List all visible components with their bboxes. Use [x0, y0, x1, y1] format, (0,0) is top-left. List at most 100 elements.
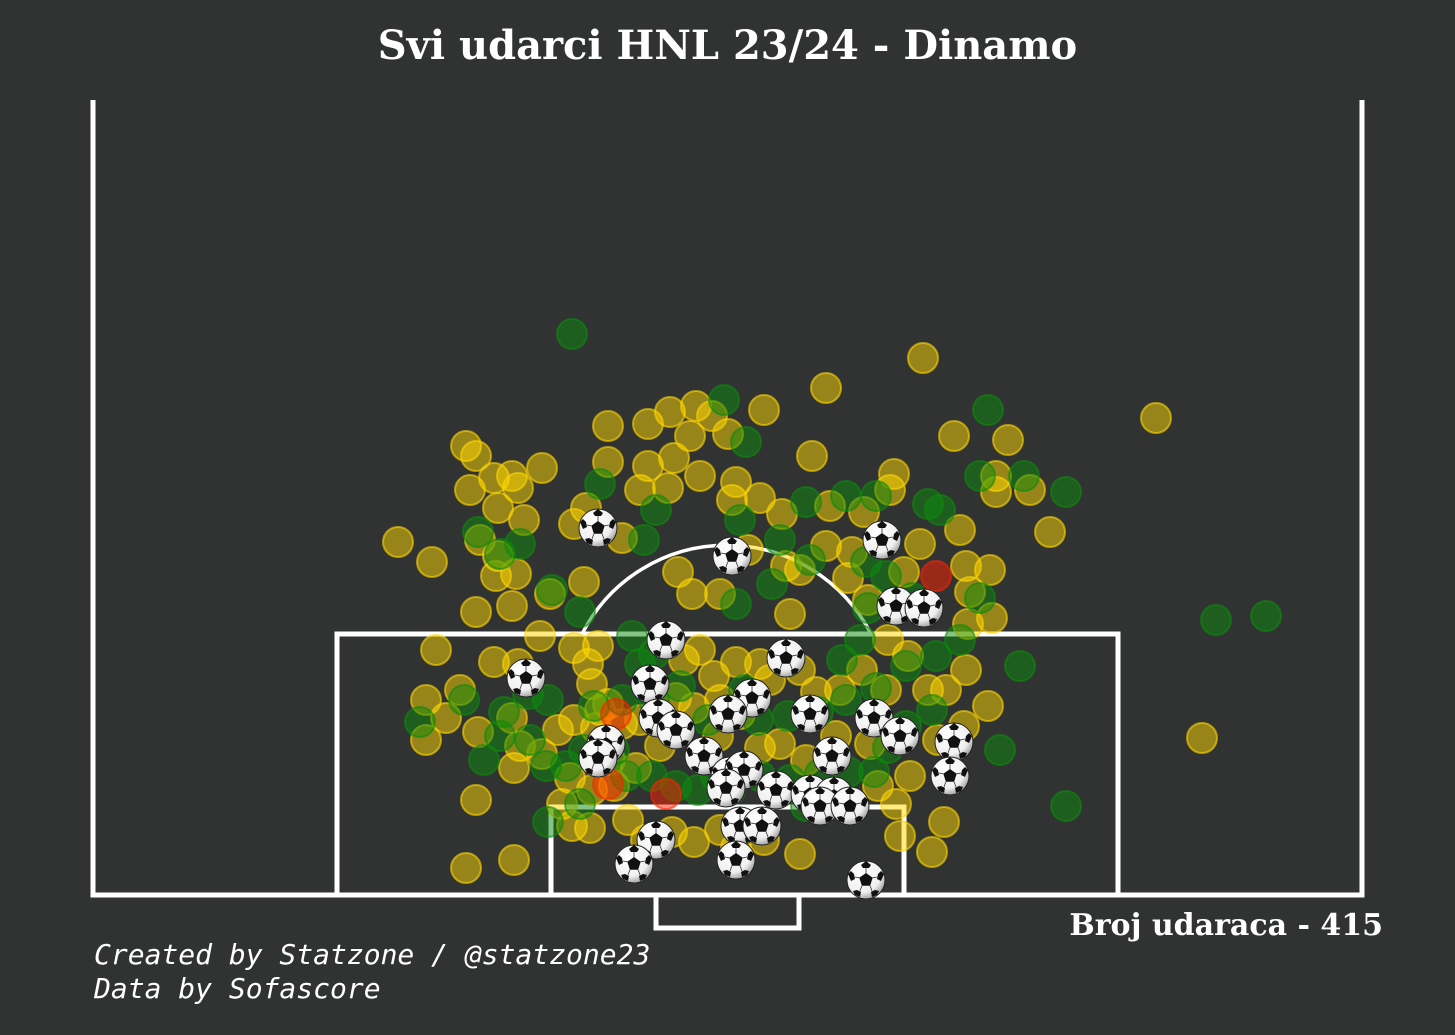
- shot-miss-marker: [944, 514, 976, 546]
- shot-miss-marker: [592, 410, 624, 442]
- shot-miss-marker: [674, 420, 706, 452]
- shot-on-target-marker: [708, 384, 740, 416]
- shot-miss-marker: [582, 630, 614, 662]
- shot-miss-marker: [774, 598, 806, 630]
- shot-goal-marker: [880, 716, 920, 756]
- shot-on-target-marker: [640, 494, 672, 526]
- shot-goal-marker: [708, 694, 748, 734]
- shot-on-target-marker: [944, 624, 976, 656]
- shot-goal-marker: [904, 588, 944, 628]
- shot-on-target-marker: [556, 318, 588, 350]
- shot-miss-marker: [784, 838, 816, 870]
- shot-goal-marker: [934, 722, 974, 762]
- shot-on-target-marker: [1250, 600, 1282, 632]
- shot-miss-marker: [684, 634, 716, 666]
- shot-on-target-marker: [514, 724, 546, 756]
- shot-on-target-marker: [1050, 476, 1082, 508]
- shot-goal-marker: [930, 756, 970, 796]
- shot-miss-marker: [744, 482, 776, 514]
- shot-miss-marker: [938, 420, 970, 452]
- shot-miss-marker: [1186, 722, 1218, 754]
- shot-miss-marker: [796, 440, 828, 472]
- shot-on-target-marker: [860, 480, 892, 512]
- shot-goal-marker: [812, 736, 852, 776]
- shot-miss-marker: [496, 590, 528, 622]
- shot-on-target-marker: [504, 528, 536, 560]
- shot-on-target-marker: [564, 596, 596, 628]
- shot-on-target-marker: [964, 460, 996, 492]
- shot-miss-marker: [498, 752, 530, 784]
- shot-miss-marker: [974, 554, 1006, 586]
- shot-goal-marker: [646, 620, 686, 660]
- shot-blocked-marker: [920, 560, 952, 592]
- shots-layer: [382, 318, 1282, 900]
- shot-miss-marker: [382, 526, 414, 558]
- shot-miss-marker: [684, 460, 716, 492]
- shot-on-target-marker: [404, 706, 436, 738]
- shot-on-target-marker: [1004, 650, 1036, 682]
- shot-on-target-marker: [826, 644, 858, 676]
- shot-on-target-marker: [920, 640, 952, 672]
- credit-line-data: Data by Sofascore: [94, 972, 381, 1005]
- shot-miss-marker: [884, 820, 916, 852]
- shot-count-label: Broj udaraca - 415: [1069, 908, 1383, 943]
- shot-on-target-marker: [890, 650, 922, 682]
- shot-miss-marker: [894, 760, 926, 792]
- shot-goal-marker: [830, 786, 870, 826]
- shot-miss-marker: [612, 804, 644, 836]
- shot-miss-marker: [676, 578, 708, 610]
- shot-miss-marker: [950, 654, 982, 686]
- shot-miss-marker: [416, 546, 448, 578]
- shot-goal-marker: [716, 840, 756, 880]
- shot-miss-marker: [460, 440, 492, 472]
- shot-miss-marker: [904, 528, 936, 560]
- shot-goal-marker: [578, 508, 618, 548]
- goal-frame: [653, 895, 802, 931]
- shot-goal-marker: [766, 638, 806, 678]
- shot-on-target-marker: [532, 806, 564, 838]
- shot-miss-marker: [460, 596, 492, 628]
- shot-goal-marker: [862, 520, 902, 560]
- shot-goal-marker: [614, 844, 654, 884]
- shot-on-target-marker: [916, 694, 948, 726]
- shot-blocked-marker: [600, 698, 632, 730]
- shot-miss-marker: [654, 396, 686, 428]
- shot-goal-marker: [706, 768, 746, 808]
- shot-blocked-marker: [650, 778, 682, 810]
- shot-on-target-marker: [972, 394, 1004, 426]
- shot-on-target-marker: [870, 560, 902, 592]
- shot-on-target-marker: [628, 524, 660, 556]
- shot-goal-marker: [506, 658, 546, 698]
- shot-on-target-marker: [1050, 790, 1082, 822]
- shot-on-target-marker: [462, 516, 494, 548]
- shot-miss-marker: [460, 784, 492, 816]
- shot-goal-marker: [756, 770, 796, 810]
- shot-on-target-marker: [536, 574, 568, 606]
- shot-goal-marker: [790, 694, 830, 734]
- shot-miss-marker: [498, 844, 530, 876]
- shot-on-target-marker: [830, 684, 862, 716]
- shot-miss-marker: [420, 634, 452, 666]
- shot-on-target-marker: [720, 588, 752, 620]
- shot-on-target-marker: [984, 734, 1016, 766]
- shot-goal-marker: [630, 664, 670, 704]
- shot-on-target-marker: [858, 756, 890, 788]
- shot-miss-marker: [482, 492, 514, 524]
- shot-goal-marker: [578, 738, 618, 778]
- shot-miss-marker: [568, 566, 600, 598]
- shot-goal-marker: [846, 860, 886, 900]
- shot-miss-marker: [1034, 516, 1066, 548]
- shot-miss-marker: [748, 394, 780, 426]
- shot-miss-marker: [907, 342, 939, 374]
- shot-miss-marker: [972, 690, 1004, 722]
- shot-miss-marker: [916, 836, 948, 868]
- shot-on-target-marker: [844, 624, 876, 656]
- shot-on-target-marker: [790, 486, 822, 518]
- shot-on-target-marker: [756, 568, 788, 600]
- shot-on-target-marker: [1008, 460, 1040, 492]
- credit-line-created: Created by Statzone / @statzone23: [94, 938, 651, 971]
- shot-on-target-marker: [860, 672, 892, 704]
- shot-on-target-marker: [912, 488, 944, 520]
- shot-miss-marker: [992, 424, 1024, 456]
